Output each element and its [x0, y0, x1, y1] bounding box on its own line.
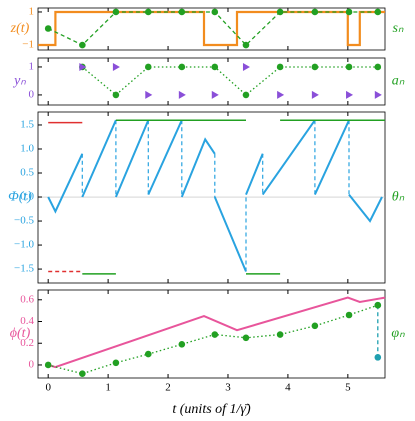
series-line [47, 119, 383, 272]
data-point [211, 63, 219, 71]
y-tick-label: 0.2 [20, 337, 34, 349]
data-point [277, 90, 285, 99]
data-point [242, 91, 250, 99]
data-point [178, 63, 186, 71]
x-tick-label: 0 [45, 382, 51, 394]
series-line [81, 66, 378, 96]
data-point [112, 62, 120, 71]
data-point [178, 8, 186, 16]
panel-frame [37, 289, 386, 379]
y-tick-label: −1 [22, 39, 34, 51]
y-tick-label: 0.5 [20, 167, 34, 179]
y-tick-label: −1.5 [14, 263, 34, 275]
data-point [178, 341, 186, 348]
series-line [81, 120, 350, 272]
data-point [44, 361, 52, 369]
data-point [144, 350, 152, 358]
data-point [374, 301, 382, 309]
data-point [242, 62, 250, 71]
y2-axis-label: θₙ [392, 190, 405, 205]
y-tick-label: 0.0 [20, 191, 34, 203]
y2-axis-label: sₙ [392, 21, 403, 36]
y2-axis-label: φₙ [391, 326, 405, 341]
y-axis-label: ϕ(t) [10, 326, 31, 341]
data-point [144, 63, 152, 71]
data-point [276, 63, 284, 71]
data-point [346, 90, 354, 99]
y-tick-label: −0.5 [14, 215, 34, 227]
y2-axis-label: aₙ [392, 74, 405, 89]
data-point [211, 331, 219, 338]
data-point [276, 8, 284, 16]
x-tick-label: 3 [225, 382, 231, 394]
data-point [144, 8, 152, 16]
y-axis-label: yₙ [12, 74, 26, 89]
series-line [47, 296, 386, 369]
data-point [345, 8, 353, 16]
data-point [345, 311, 353, 319]
data-point [178, 90, 186, 99]
y-tick-label: 1 [29, 60, 35, 72]
data-point [311, 63, 319, 71]
y-tick-label: 0.4 [20, 315, 34, 327]
data-point [242, 41, 250, 49]
y-tick-label: 1.0 [20, 143, 34, 155]
x-tick-label: 5 [345, 382, 351, 394]
series-line [48, 304, 379, 375]
y-tick-label: 1 [29, 5, 35, 17]
y-axis-label: z(t) [10, 21, 30, 36]
data-point [79, 41, 86, 49]
y-tick-label: 0 [29, 358, 35, 370]
data-point [311, 322, 319, 330]
data-point [374, 90, 382, 99]
data-point [374, 354, 382, 361]
x-tick-label: 2 [165, 382, 171, 394]
series-line [82, 119, 385, 275]
data-point [345, 63, 353, 71]
data-point [374, 8, 382, 16]
panel-frame [37, 57, 386, 106]
data-point [311, 90, 319, 99]
series-line [47, 11, 378, 46]
data-point [44, 25, 52, 32]
data-point [112, 91, 120, 99]
panel-frame [37, 7, 386, 51]
y-tick-label: 1.5 [20, 119, 34, 131]
y-tick-label: 0.6 [20, 293, 34, 305]
y-tick-label: 0 [29, 88, 35, 100]
x-tick-label: 4 [285, 382, 291, 394]
data-point [276, 331, 284, 338]
data-point [374, 63, 382, 71]
data-point [211, 8, 219, 16]
data-point [211, 90, 219, 99]
data-point [145, 90, 153, 99]
data-point [79, 370, 86, 377]
y-axis-label: Φ(t) [8, 190, 32, 205]
series-line [38, 10, 385, 47]
y-tick-label: −1.0 [14, 239, 34, 251]
data-point [242, 334, 250, 342]
panel-frame [37, 111, 386, 284]
x-tick-label: 1 [105, 382, 111, 394]
data-point [112, 8, 120, 16]
x-axis-label: t (units of 1/γ̄) [172, 402, 251, 417]
data-point [311, 8, 319, 16]
data-point [79, 62, 87, 71]
data-point [112, 359, 120, 367]
